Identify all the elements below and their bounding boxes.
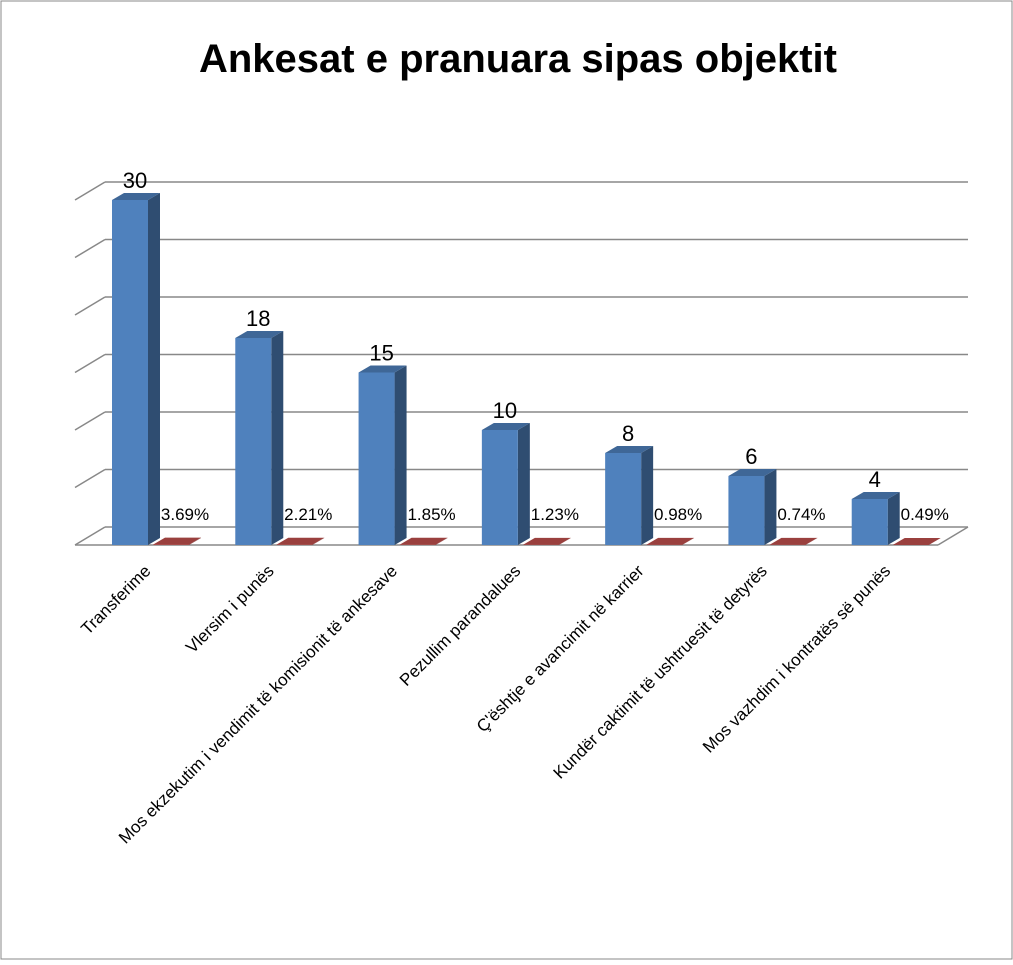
value-label: 0.74% [777, 505, 825, 524]
bar-face [728, 476, 764, 545]
bar-face [888, 492, 900, 545]
value-label: 4 [869, 467, 881, 492]
value-label: 0.98% [654, 505, 702, 524]
bar-face [605, 453, 641, 545]
bar-face [764, 469, 776, 545]
bar-face [518, 423, 530, 545]
value-label: 2.21% [284, 505, 332, 524]
bar-face [271, 331, 283, 545]
bar [235, 331, 283, 545]
bar-face [112, 200, 148, 545]
bar-face [235, 338, 271, 545]
bar-face [641, 446, 653, 545]
value-label: 3.69% [161, 505, 209, 524]
bar [112, 193, 160, 545]
value-label: 10 [493, 398, 517, 423]
bar-face [852, 499, 888, 545]
bar-face [482, 430, 518, 545]
bar [728, 469, 776, 545]
value-label: 30 [123, 168, 147, 193]
bar [359, 366, 407, 546]
bar [852, 492, 900, 545]
chart-title: Ankesat e pranuara sipas objektit [199, 37, 837, 81]
value-label: 18 [246, 306, 270, 331]
value-label: 1.85% [407, 505, 455, 524]
value-label: 6 [745, 444, 757, 469]
bar [482, 423, 530, 545]
bar-face [395, 366, 407, 546]
value-label: 8 [622, 421, 634, 446]
bar [605, 446, 653, 545]
bar-face [359, 373, 395, 546]
bar-face [148, 193, 160, 545]
value-label: 1.23% [531, 505, 579, 524]
value-label: 15 [369, 341, 393, 366]
value-label: 0.49% [901, 505, 949, 524]
